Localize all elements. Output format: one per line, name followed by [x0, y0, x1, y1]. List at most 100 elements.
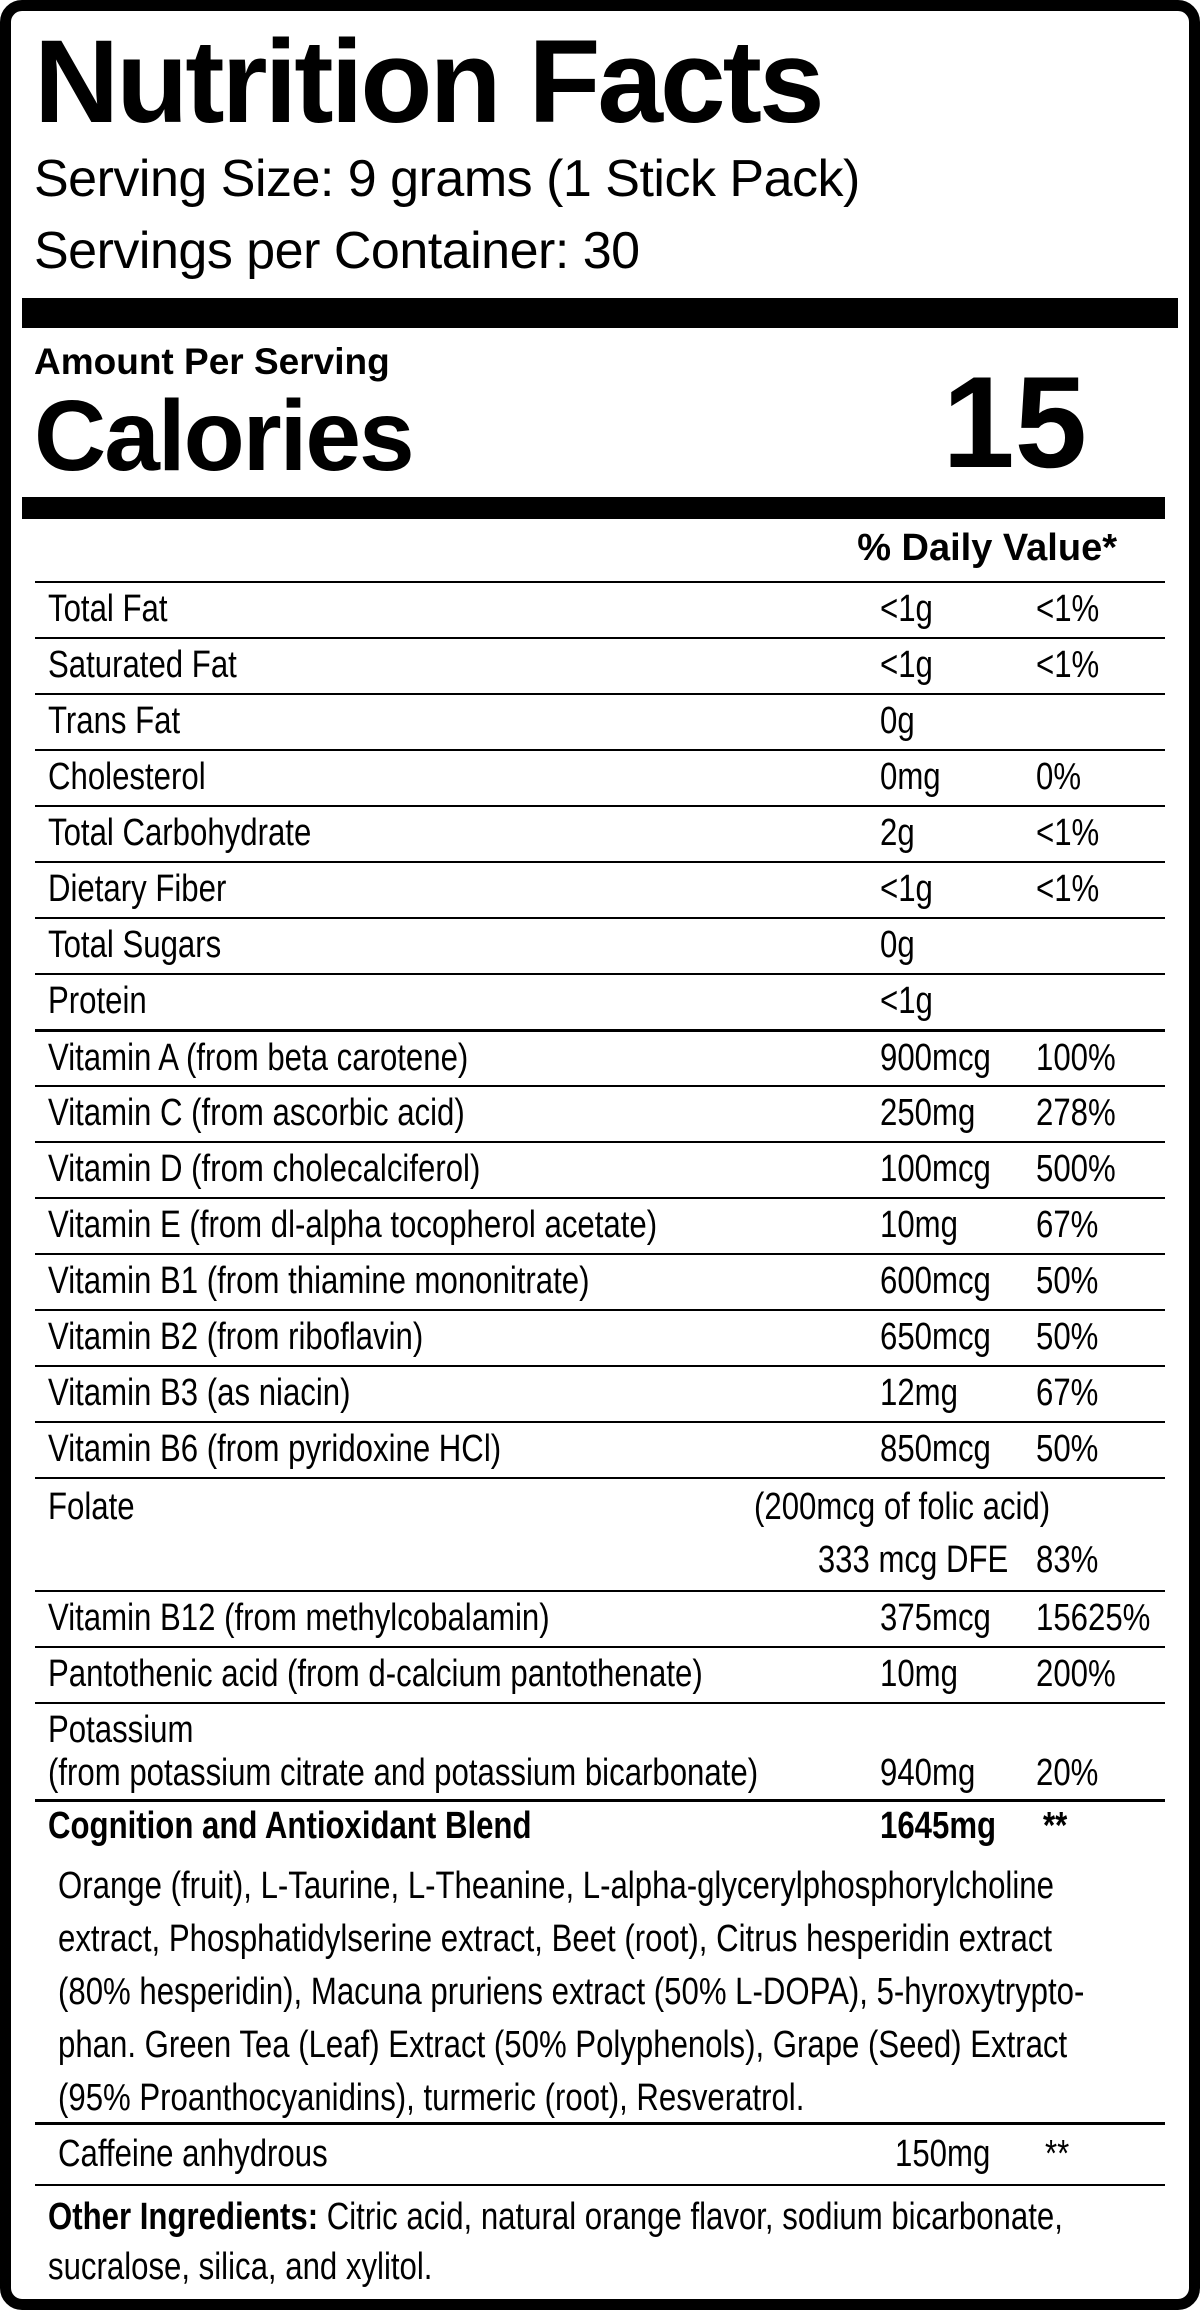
nutrient-name: Vitamin B1 (from thiamine mononitrate): [48, 1260, 590, 1302]
table-row-saturated-fat: Saturated Fat <1g <1%: [35, 637, 1165, 693]
nutrient-amount: 0g: [880, 924, 915, 966]
nutrient-dv: 20%: [1036, 1752, 1099, 1794]
table-row-folate: Folate (200mcg of folic acid) 333 mcg DF…: [35, 1477, 1165, 1590]
nutrient-amount: 10mg: [880, 1204, 958, 1246]
nutrient-amount: 600mcg: [880, 1260, 991, 1302]
nutrient-table: Total Fat <1g <1% Saturated Fat <1g <1% …: [35, 581, 1165, 2299]
nutrient-dv: 100%: [1036, 1037, 1116, 1079]
nutrient-amount: 10mg: [880, 1653, 958, 1695]
daily-value-header: % Daily Value*: [857, 527, 1117, 569]
caffeine-dv-asterisks: **: [1045, 2133, 1070, 2175]
nutrient-dv: 15625%: [1036, 1597, 1151, 1639]
other-ingredients-label: Other Ingredients:: [48, 2196, 319, 2238]
table-row-vitamin-d: Vitamin D (from cholecalciferol) 100mcg …: [35, 1141, 1165, 1197]
nutrient-amount: <1g: [880, 980, 933, 1022]
nutrient-dv: 83%: [1036, 1539, 1099, 1581]
table-row-total-carbohydrate: Total Carbohydrate 2g <1%: [35, 805, 1165, 861]
nutrient-name: Trans Fat: [48, 700, 181, 742]
nutrient-name: Caffeine anhydrous: [58, 2133, 328, 2175]
nutrient-amount: 650mcg: [880, 1316, 991, 1358]
nutrient-dv: 50%: [1036, 1316, 1099, 1358]
table-row-blend: Cognition and Antioxidant Blend 1645mg *…: [35, 1799, 1165, 1851]
nutrient-amount: 0g: [880, 700, 915, 742]
nutrient-amount: 150mg: [895, 2133, 991, 2175]
nutrient-name: Vitamin D (from cholecalciferol): [48, 1148, 481, 1190]
nutrient-amount: 900mcg: [880, 1037, 991, 1079]
table-row-dietary-fiber: Dietary Fiber <1g <1%: [35, 861, 1165, 917]
table-row-total-fat: Total Fat <1g <1%: [35, 581, 1165, 637]
nutrient-name: Folate: [48, 1486, 135, 1528]
table-row-cholesterol: Cholesterol 0mg 0%: [35, 749, 1165, 805]
nutrient-name: Vitamin B12 (from methylcobalamin): [48, 1597, 550, 1639]
table-row-vitamin-b3: Vitamin B3 (as niacin) 12mg 67%: [35, 1365, 1165, 1421]
table-row-vitamin-b6: Vitamin B6 (from pyridoxine HCl) 850mcg …: [35, 1421, 1165, 1477]
table-row-total-sugars: Total Sugars 0g: [35, 917, 1165, 973]
folate-note: (200mcg of folic acid): [753, 1486, 1050, 1528]
thick-divider-calories: [22, 497, 1165, 519]
other-ingredients-section: Other Ingredients: Citric acid, natural …: [35, 2184, 1165, 2299]
table-row-vitamin-c: Vitamin C (from ascorbic acid) 250mg 278…: [35, 1085, 1165, 1141]
nutrient-name: Total Carbohydrate: [48, 812, 312, 854]
nutrient-name: Vitamin B6 (from pyridoxine HCl): [48, 1428, 502, 1470]
table-row-pantothenic-acid: Pantothenic acid (from d-calcium pantoth…: [35, 1646, 1165, 1702]
blend-ingredients-line: (80% hesperidin), Macuna pruriens extrac…: [58, 1971, 1085, 2013]
nutrient-amount: 850mcg: [880, 1428, 991, 1470]
nutrient-dv: <1%: [1036, 588, 1100, 630]
nutrient-name: Vitamin B3 (as niacin): [48, 1372, 351, 1414]
other-ingredients-line: Other Ingredients: Citric acid, natural …: [48, 2192, 1063, 2242]
nutrient-amount: 250mg: [880, 1092, 976, 1134]
nutrient-amount: 333 mcg DFE: [817, 1539, 1008, 1581]
calories-value: 15: [942, 349, 1087, 495]
nutrient-amount: <1g: [880, 644, 933, 686]
nutrient-amount: 12mg: [880, 1372, 958, 1414]
servings-per-container: Servings per Container: 30: [34, 222, 640, 280]
nutrient-dv: 0%: [1036, 756, 1082, 798]
table-row-vitamin-a: Vitamin A (from beta carotene) 900mcg 10…: [35, 1029, 1165, 1085]
nutrient-name: Potassium: [48, 1709, 194, 1751]
nutrient-amount: 2g: [880, 812, 915, 854]
table-row-caffeine: Caffeine anhydrous 150mg **: [35, 2122, 1165, 2184]
nutrient-dv: 50%: [1036, 1260, 1099, 1302]
other-ingredients-text: Citric acid, natural orange flavor, sodi…: [318, 2196, 1063, 2238]
blend-ingredients-line: phan. Green Tea (Leaf) Extract (50% Poly…: [58, 2024, 1068, 2066]
nutrient-amount: 940mg: [880, 1752, 976, 1794]
nutrient-dv: 50%: [1036, 1428, 1099, 1470]
nutrient-name: Vitamin A (from beta carotene): [48, 1037, 469, 1079]
amount-per-serving-label: Amount Per Serving: [34, 341, 390, 382]
table-row-trans-fat: Trans Fat 0g: [35, 693, 1165, 749]
table-row-protein: Protein <1g: [35, 973, 1165, 1029]
table-row-vitamin-e: Vitamin E (from dl-alpha tocopherol acet…: [35, 1197, 1165, 1253]
nutrient-dv: 278%: [1036, 1092, 1116, 1134]
nutrient-name: Pantothenic acid (from d-calcium pantoth…: [48, 1653, 703, 1695]
blend-dv-asterisks: **: [1043, 1805, 1068, 1847]
nutrient-name: Dietary Fiber: [48, 868, 227, 910]
nutrient-amount: 375mcg: [880, 1597, 991, 1639]
nutrient-name: Total Fat: [48, 588, 168, 630]
nutrient-amount: <1g: [880, 588, 933, 630]
other-ingredients-line: sucralose, silica, and xylitol.: [48, 2246, 433, 2288]
blend-amount: 1645mg: [880, 1805, 997, 1847]
blend-ingredients-line: Orange (fruit), L-Taurine, L-Theanine, L…: [58, 1865, 1054, 1907]
thick-divider-top: [22, 298, 1178, 328]
nutrient-dv: 500%: [1036, 1148, 1116, 1190]
nutrient-name: Protein: [48, 980, 147, 1022]
nutrient-name: Vitamin E (from dl-alpha tocopherol acet…: [48, 1204, 658, 1246]
nutrient-name: Cholesterol: [48, 756, 206, 798]
nutrient-dv: 200%: [1036, 1653, 1116, 1695]
nutrient-amount: 0mg: [880, 756, 941, 798]
calories-label: Calories: [34, 380, 415, 492]
nutrient-dv: <1%: [1036, 644, 1100, 686]
nutrient-name: Total Sugars: [48, 924, 222, 966]
blend-ingredients-line: extract, Phosphatidylserine extract, Bee…: [58, 1918, 1053, 1960]
nutrient-dv: <1%: [1036, 868, 1100, 910]
nutrient-dv: <1%: [1036, 812, 1100, 854]
table-row-vitamin-b12: Vitamin B12 (from methylcobalamin) 375mc…: [35, 1590, 1165, 1646]
nutrient-amount: 100mcg: [880, 1148, 991, 1190]
nutrient-name: Vitamin C (from ascorbic acid): [48, 1092, 465, 1134]
potassium-source: (from potassium citrate and potassium bi…: [48, 1752, 759, 1794]
nutrient-dv: 67%: [1036, 1204, 1099, 1246]
blend-ingredients-paragraph: Orange (fruit), L-Taurine, L-Theanine, L…: [35, 1851, 1165, 2122]
nutrient-amount: <1g: [880, 868, 933, 910]
blend-ingredients-line: (95% Proanthocyanidins), turmeric (root)…: [58, 2077, 805, 2119]
